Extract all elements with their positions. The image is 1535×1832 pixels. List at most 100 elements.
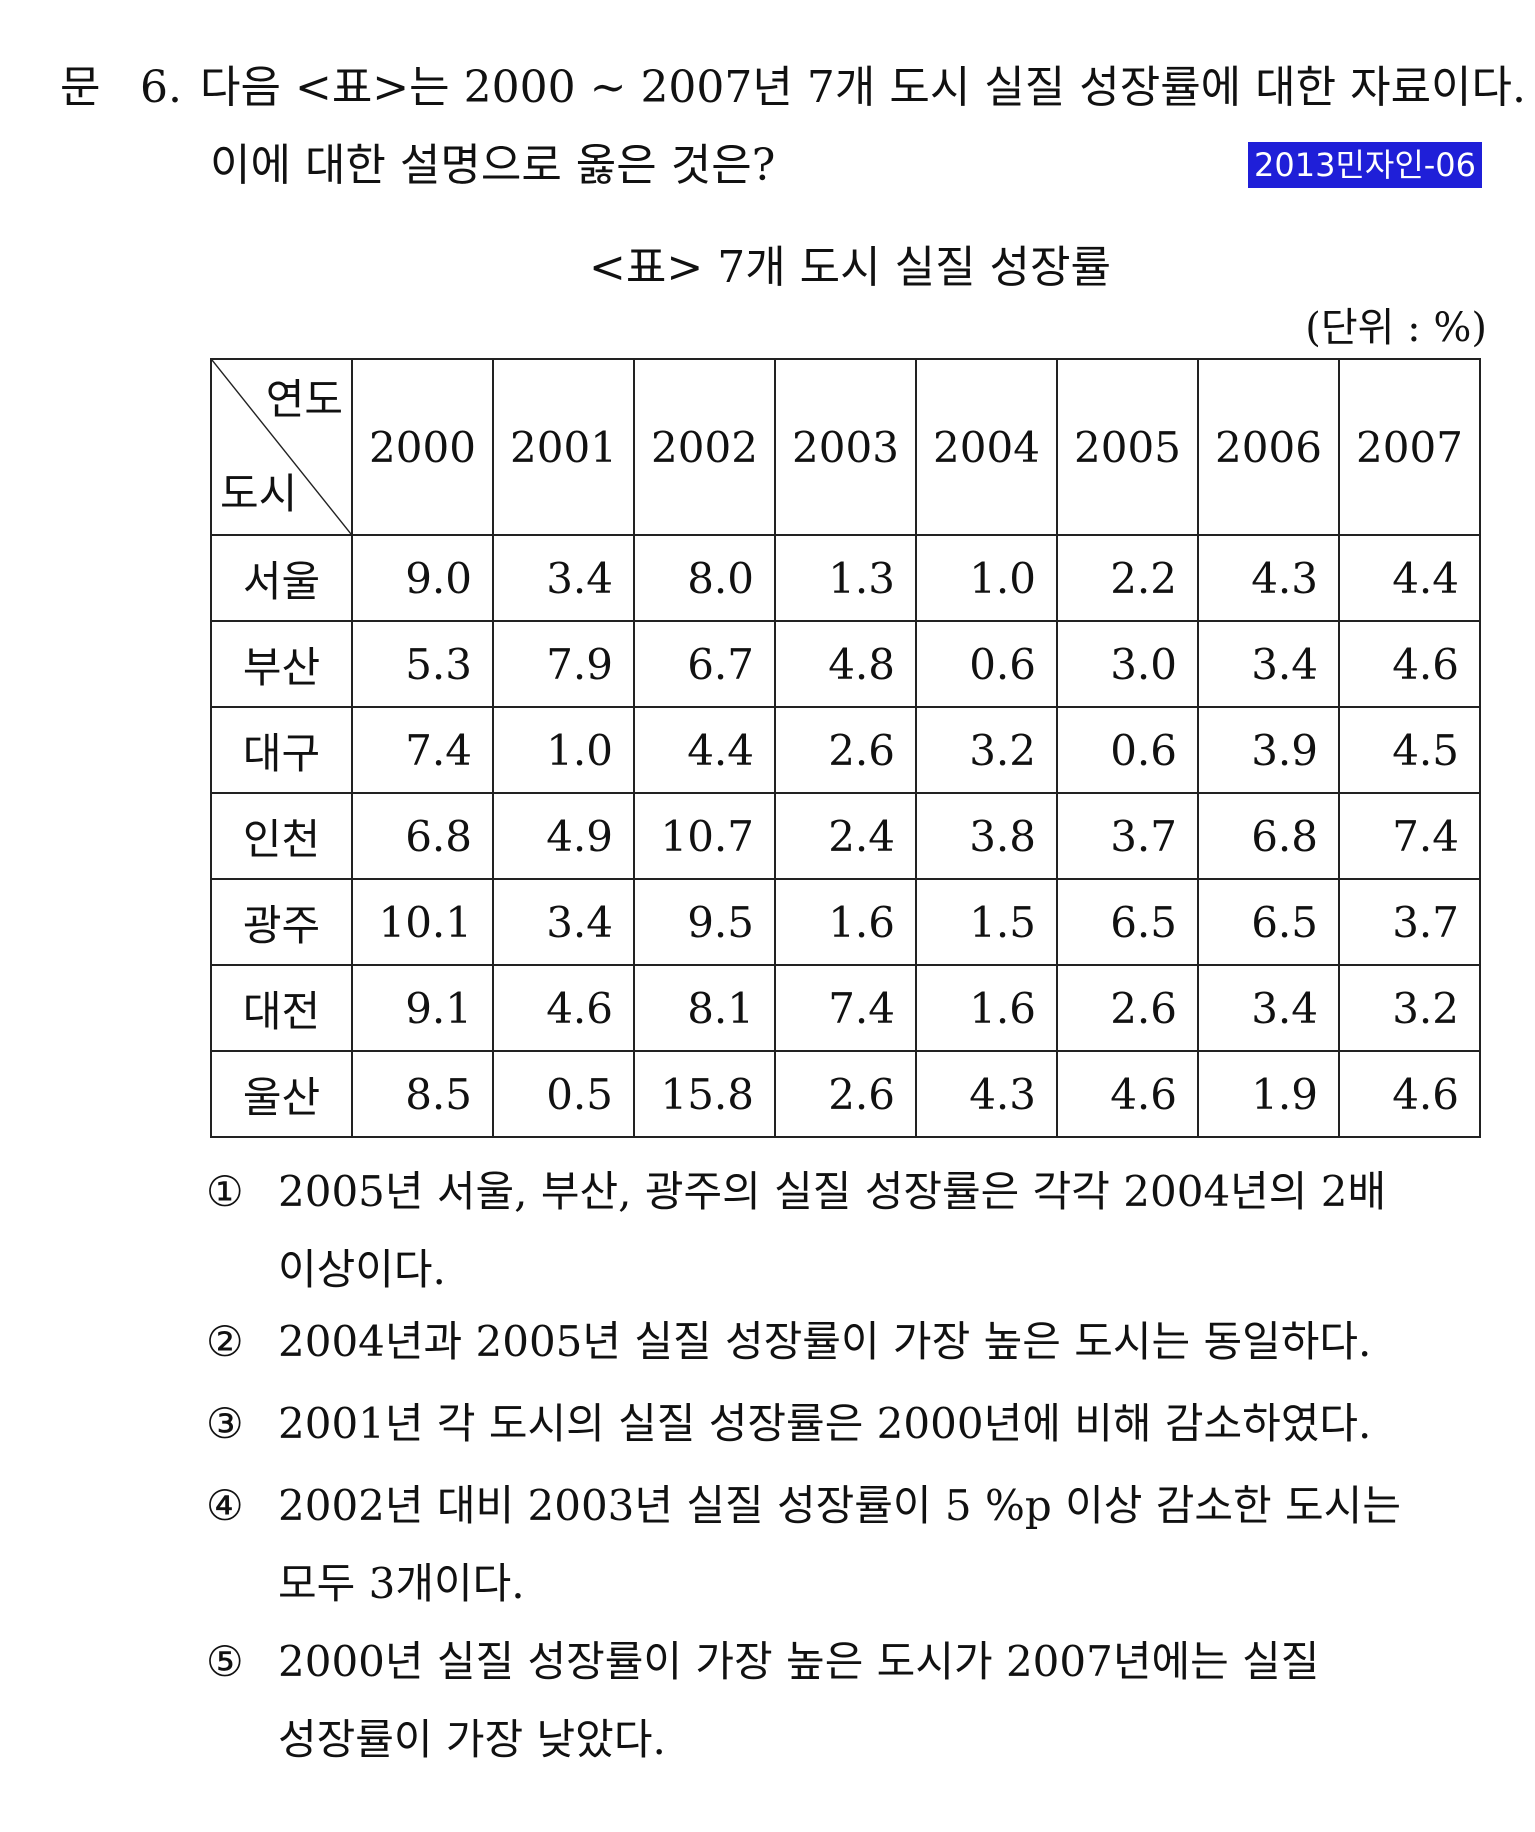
corner-header: 연도 도시 <box>210 358 353 536</box>
value-cell: 3.2 <box>915 706 1058 794</box>
value-cell: 3.4 <box>492 878 635 966</box>
value-cell: 7.4 <box>1338 792 1481 880</box>
value-cell: 2.6 <box>1056 964 1199 1052</box>
value-cell: 3.2 <box>1338 964 1481 1052</box>
value-cell: 6.8 <box>351 792 494 880</box>
year-header: 2007 <box>1338 358 1481 536</box>
value-cell: 9.1 <box>351 964 494 1052</box>
year-header: 2006 <box>1197 358 1340 536</box>
option-4-continuation: 모두 3개이다. <box>278 1559 525 1608</box>
question-line-2: 이에 대한 설명으로 옳은 것은? <box>210 140 776 191</box>
table-row: 서울 9.0 3.4 8.0 1.3 1.0 2.2 4.3 4.4 <box>210 534 1481 622</box>
value-cell: 8.1 <box>633 964 776 1052</box>
value-cell: 0.6 <box>1056 706 1199 794</box>
unit-note: (단위 : %) <box>1305 305 1487 351</box>
option-2[interactable]: ② 2004년과 2005년 실질 성장률이 가장 높은 도시는 동일하다. <box>206 1316 1371 1368</box>
option-5[interactable]: ⑤ 2000년 실질 성장률이 가장 높은 도시가 2007년에는 실질 <box>206 1636 1319 1688</box>
value-cell: 9.0 <box>351 534 494 622</box>
value-cell: 4.8 <box>774 620 917 708</box>
option-3[interactable]: ③ 2001년 각 도시의 실질 성장률은 2000년에 비해 감소하였다. <box>206 1398 1371 1450</box>
option-marker: ⑤ <box>206 1637 244 1686</box>
value-cell: 3.7 <box>1056 792 1199 880</box>
option-1-continuation: 이상이다. <box>278 1245 446 1294</box>
value-cell: 0.6 <box>915 620 1058 708</box>
corner-city-label: 도시 <box>220 469 298 518</box>
value-cell: 1.0 <box>915 534 1058 622</box>
value-cell: 1.6 <box>915 964 1058 1052</box>
value-cell: 7.9 <box>492 620 635 708</box>
value-cell: 9.5 <box>633 878 776 966</box>
table-row: 부산 5.3 7.9 6.7 4.8 0.6 3.0 3.4 4.6 <box>210 620 1481 708</box>
value-cell: 3.4 <box>492 534 635 622</box>
value-cell: 2.2 <box>1056 534 1199 622</box>
growth-rate-table: 연도 도시 2000 2001 2002 2003 2004 2005 2006… <box>210 358 1481 1138</box>
option-text: 2002년 대비 2003년 실질 성장률이 5 %p 이상 감소한 도시는 <box>278 1481 1401 1530</box>
city-cell: 광주 <box>210 878 353 966</box>
value-cell: 6.8 <box>1197 792 1340 880</box>
value-cell: 10.1 <box>351 878 494 966</box>
value-cell: 4.4 <box>1338 534 1481 622</box>
value-cell: 0.5 <box>492 1050 635 1138</box>
question-number: 6. <box>140 62 182 113</box>
value-cell: 7.4 <box>774 964 917 1052</box>
value-cell: 6.5 <box>1056 878 1199 966</box>
value-cell: 1.6 <box>774 878 917 966</box>
option-marker: ④ <box>206 1481 244 1530</box>
header-row: 연도 도시 2000 2001 2002 2003 2004 2005 2006… <box>210 358 1481 536</box>
value-cell: 8.0 <box>633 534 776 622</box>
value-cell: 4.6 <box>1056 1050 1199 1138</box>
table-row: 인천 6.8 4.9 10.7 2.4 3.8 3.7 6.8 7.4 <box>210 792 1481 880</box>
option-4[interactable]: ④ 2002년 대비 2003년 실질 성장률이 5 %p 이상 감소한 도시는 <box>206 1480 1401 1532</box>
year-header: 2005 <box>1056 358 1199 536</box>
value-cell: 4.3 <box>1197 534 1340 622</box>
option-marker: ② <box>206 1317 244 1366</box>
exam-source-badge: 2013민자인-06 <box>1248 142 1483 188</box>
value-cell: 5.3 <box>351 620 494 708</box>
value-cell: 3.7 <box>1338 878 1481 966</box>
value-cell: 2.6 <box>774 706 917 794</box>
city-cell: 대구 <box>210 706 353 794</box>
question-line-1: 문 6. 다음 <표>는 2000 ~ 2007년 7개 도시 실질 성장률에 대한… <box>60 60 1526 116</box>
value-cell: 2.4 <box>774 792 917 880</box>
city-cell: 인천 <box>210 792 353 880</box>
option-1[interactable]: ① 2005년 서울, 부산, 광주의 실질 성장률은 각각 2004년의 2배 <box>206 1166 1386 1218</box>
value-cell: 3.0 <box>1056 620 1199 708</box>
value-cell: 4.3 <box>915 1050 1058 1138</box>
option-marker: ① <box>206 1167 244 1216</box>
city-cell: 대전 <box>210 964 353 1052</box>
table-row: 광주 10.1 3.4 9.5 1.6 1.5 6.5 6.5 3.7 <box>210 878 1481 966</box>
value-cell: 3.8 <box>915 792 1058 880</box>
value-cell: 1.0 <box>492 706 635 794</box>
value-cell: 3.9 <box>1197 706 1340 794</box>
option-text: 2000년 실질 성장률이 가장 높은 도시가 2007년에는 실질 <box>278 1637 1320 1686</box>
value-cell: 7.4 <box>351 706 494 794</box>
value-cell: 15.8 <box>633 1050 776 1138</box>
value-cell: 6.7 <box>633 620 776 708</box>
option-text: 2001년 각 도시의 실질 성장률은 2000년에 비해 감소하였다. <box>278 1399 1372 1448</box>
value-cell: 1.5 <box>915 878 1058 966</box>
value-cell: 1.3 <box>774 534 917 622</box>
value-cell: 1.9 <box>1197 1050 1340 1138</box>
year-header: 2001 <box>492 358 635 536</box>
value-cell: 3.4 <box>1197 620 1340 708</box>
table-body: 서울 9.0 3.4 8.0 1.3 1.0 2.2 4.3 4.4 부산 5.3 7.9 6.7 4.8… <box>210 534 1481 1138</box>
table-row: 울산 8.5 0.5 15.8 2.6 4.3 4.6 1.9 4.6 <box>210 1050 1481 1138</box>
value-cell: 6.5 <box>1197 878 1340 966</box>
corner-year-label: 연도 <box>265 375 343 424</box>
value-cell: 3.4 <box>1197 964 1340 1052</box>
year-header: 2004 <box>915 358 1058 536</box>
table-row: 대전 9.1 4.6 8.1 7.4 1.6 2.6 3.4 3.2 <box>210 964 1481 1052</box>
value-cell: 4.5 <box>1338 706 1481 794</box>
city-cell: 서울 <box>210 534 353 622</box>
option-marker: ③ <box>206 1399 244 1448</box>
question-label: 문 <box>60 62 101 113</box>
table-title: <표> 7개 도시 실질 성장률 <box>589 242 1111 293</box>
value-cell: 4.9 <box>492 792 635 880</box>
option-5-continuation: 성장률이 가장 낮았다. <box>278 1715 666 1764</box>
value-cell: 2.6 <box>774 1050 917 1138</box>
diagonal-divider <box>212 360 351 534</box>
value-cell: 4.6 <box>1338 1050 1481 1138</box>
value-cell: 10.7 <box>633 792 776 880</box>
question-text-1: 다음 <표>는 2000 ~ 2007년 7개 도시 실질 성장률에 대한 자료… <box>200 62 1526 113</box>
year-header: 2002 <box>633 358 776 536</box>
